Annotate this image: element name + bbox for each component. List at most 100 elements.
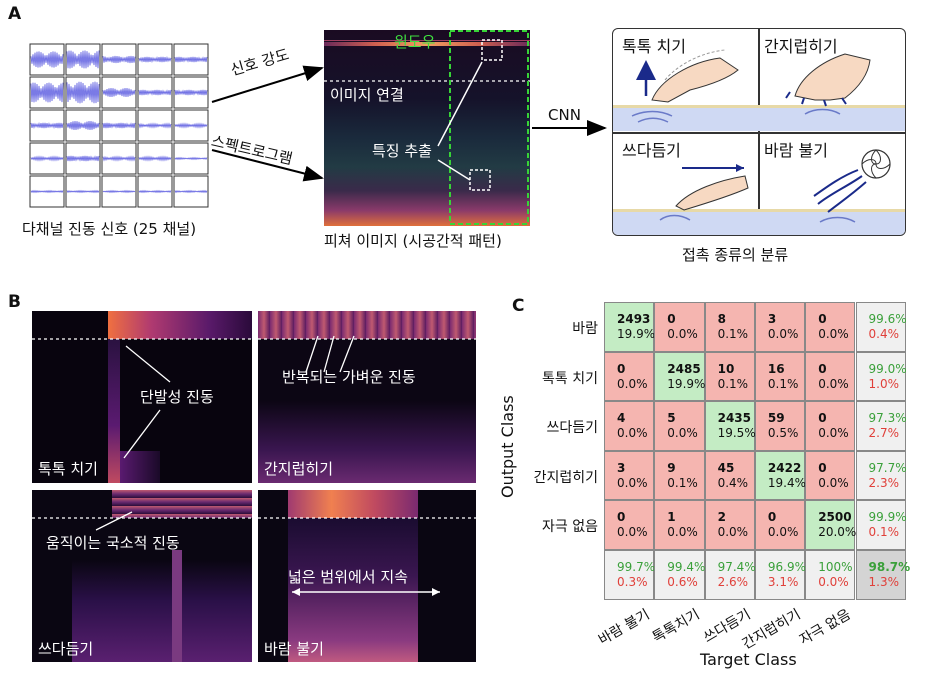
signal-channel-cell: [101, 142, 137, 175]
tickle-note: 반복되는 가벼운 진동: [282, 368, 416, 386]
panel-c-label: C: [512, 296, 525, 316]
cm-cell: 0 0.0%: [805, 401, 856, 451]
cm-col-summary: 100% 0.0%: [805, 550, 856, 600]
signal-waveform: [30, 155, 64, 162]
signal-waveform: [66, 81, 100, 104]
tickle-label: 간지럽히기: [264, 460, 334, 478]
confusion-matrix: 2493 19.9% 0 0.0% 8 0.1% 3 0.0% 0 0.0% 99.6% 0.4% 0 0…: [604, 302, 910, 600]
signal-channel-cell: [137, 43, 173, 76]
signal-channel-cell: [29, 175, 65, 208]
cm-cell: 0 0.0%: [604, 500, 655, 550]
signal-channel-cell: [101, 76, 137, 109]
signal-waveform: [66, 50, 100, 69]
cm-cell: 0 0.0%: [805, 351, 856, 402]
signal-waveform: [138, 89, 172, 96]
cm-cell: 0 0.0%: [654, 302, 705, 352]
signal-channel-cell: [173, 76, 209, 109]
signal-waveform: [102, 122, 136, 129]
cm-col-label: 바람 불기: [596, 606, 653, 649]
signal-channel-cell: [173, 142, 209, 175]
signal-channel-cell: [101, 175, 137, 208]
tap-label: 톡톡 치기: [38, 460, 98, 478]
classification-box: [612, 28, 906, 236]
signal-channel-cell: [29, 43, 65, 76]
signal-channel-cell: [137, 76, 173, 109]
feature-caption: 피쳐 이미지 (시공간적 패턴): [324, 232, 502, 250]
cm-cell: 8 0.1%: [704, 302, 755, 352]
signal-channel-cell: [101, 109, 137, 142]
cm-col-label: 톡톡치기: [650, 606, 703, 647]
signal-waveform: [174, 56, 208, 63]
cm-cell: 2493 19.9%: [604, 302, 655, 352]
signal-waveform: [174, 156, 208, 161]
cm-cell: 2500 20.0%: [805, 500, 856, 550]
cm-cell: 3 0.0%: [754, 302, 806, 352]
signal-waveform: [138, 189, 172, 194]
cm-cell: 16 0.1%: [754, 351, 806, 402]
signal-channel-cell: [173, 175, 209, 208]
cm-cell: 2435 19.5%: [704, 401, 756, 451]
signal-waveform: [66, 189, 100, 194]
blow-label: 바람 불기: [264, 640, 324, 658]
signal-caption: 다채널 진동 신호 (25 채널): [22, 220, 197, 238]
cm-row-summary: 99.6% 0.4%: [855, 302, 907, 352]
signal-waveform: [102, 189, 136, 194]
signal-channel-cell: [137, 175, 173, 208]
signal-channel-cell: [173, 43, 209, 76]
feature-image: [324, 30, 530, 226]
cm-cell: 10 0.1%: [704, 351, 755, 402]
signal-waveform: [30, 82, 64, 103]
cm-cell: 0 0.0%: [805, 302, 856, 352]
cm-row-summary: 99.0% 1.0%: [855, 351, 907, 402]
cm-row-label: 톡톡 치기: [542, 370, 598, 387]
class-stroke-label: 쓰다듬기: [622, 141, 681, 160]
cm-col-summary: 96.9% 3.1%: [754, 550, 806, 600]
window-label: 윈도우: [394, 33, 436, 51]
class-tap-label: 톡톡 치기: [622, 37, 686, 56]
cm-cell: 9 0.1%: [654, 450, 705, 501]
arrow-spectrogram-label: 스펙트로그램: [209, 131, 295, 169]
signal-channel-cell: [137, 142, 173, 175]
signal-waveform: [138, 56, 172, 63]
cm-row-label: 바람: [572, 321, 598, 337]
cm-cell: 0 0.0%: [754, 500, 806, 550]
signal-channel-cell: [65, 142, 101, 175]
cm-cell: 59 0.5%: [754, 401, 806, 451]
cm-row-label: 쓰다듬기: [546, 420, 598, 437]
signal-channel-cell: [101, 43, 137, 76]
signal-waveform: [102, 155, 136, 162]
signal-channel-cell: [65, 43, 101, 76]
signal-waveform: [174, 189, 208, 194]
class-tickle-label: 간지럽히기: [764, 37, 838, 56]
signal-waveform: [66, 120, 100, 131]
classification-caption: 접촉 종류의 분류: [682, 246, 789, 264]
feature-extract-label: 특징 추출: [372, 142, 432, 160]
spec-tickle: [258, 311, 476, 483]
cm-row-summary: 97.7% 2.3%: [855, 450, 907, 501]
signal-channel-cell: [29, 76, 65, 109]
cm-cell: 1 0.0%: [654, 500, 705, 550]
signal-channel-cell: [65, 175, 101, 208]
cm-overall: 98.7% 1.3%: [855, 550, 910, 600]
signal-waveform: [138, 122, 172, 129]
cnn-label: CNN: [548, 106, 581, 124]
spec-stroke: [32, 490, 252, 662]
cm-row-label: 자극 없음: [542, 519, 598, 536]
signal-channel-cell: [29, 142, 65, 175]
signal-waveform: [138, 155, 172, 162]
stroke-label: 쓰다듬기: [38, 640, 94, 658]
cm-col-summary: 97.4% 2.6%: [704, 550, 756, 600]
cm-cell: 5 0.0%: [654, 401, 705, 451]
signal-waveform: [102, 55, 136, 64]
cm-col-summary: 99.4% 0.6%: [654, 550, 705, 600]
cm-cell: 0 0.0%: [805, 450, 856, 501]
cm-cell: 4 0.0%: [604, 401, 655, 451]
cm-row-label: 간지럽히기: [533, 469, 598, 486]
signal-waveform: [174, 122, 208, 129]
cm-col-label: 자극 없음: [797, 606, 854, 649]
cm-row-summary: 99.9% 0.1%: [855, 500, 907, 550]
signal-channel-cell: [29, 109, 65, 142]
signal-waveform: [30, 189, 64, 194]
class-blow-label: 바람 불기: [764, 141, 828, 160]
tap-note: 단발성 진동: [140, 388, 214, 406]
